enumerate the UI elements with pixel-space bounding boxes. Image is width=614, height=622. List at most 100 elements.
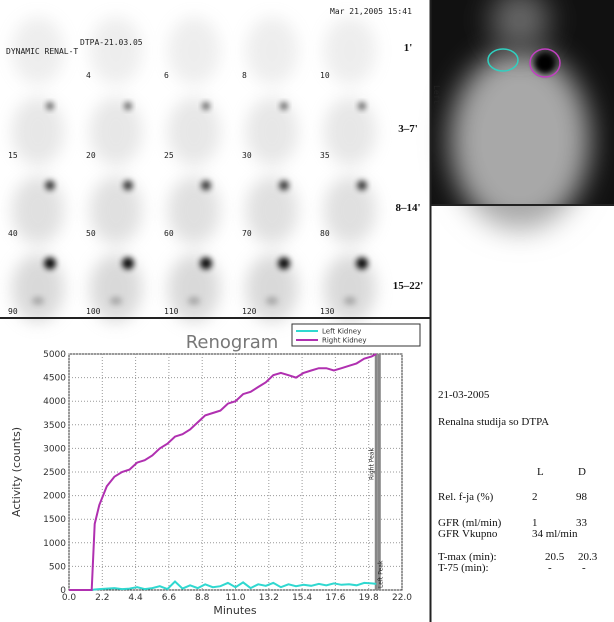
renogram: 0 500 1000 1500 2000 2500 3000 3500 4000 4500 5000… — [10, 323, 421, 617]
body-blob — [168, 176, 220, 245]
col-header: L — [537, 466, 544, 478]
frame-number: 35 — [320, 151, 330, 160]
frame-number: 50 — [86, 229, 96, 238]
body-blob — [12, 16, 64, 85]
body-blob — [90, 16, 142, 85]
y-tick-label: 1000 — [43, 539, 66, 549]
side-label: Left — [432, 85, 441, 104]
cell: - — [548, 562, 552, 574]
body-blob — [246, 176, 298, 245]
body-blob — [90, 254, 142, 323]
kidney-spot — [278, 257, 290, 270]
body-blob — [324, 254, 376, 323]
kidney-spot — [356, 257, 368, 270]
report-date: 21-03-2005 — [438, 389, 490, 401]
body-blob — [90, 176, 142, 245]
y-tick-label: 3000 — [43, 444, 66, 454]
body-blob — [12, 176, 64, 245]
x-tick-label: 17.6 — [325, 593, 345, 603]
bladder-spot — [266, 296, 278, 305]
cell: 2 — [532, 491, 538, 503]
cell: 20.3 — [578, 551, 598, 563]
head-blob — [490, 0, 550, 50]
cell: 34 ml/min — [532, 528, 578, 540]
frame-number: 6 — [164, 71, 169, 80]
x-tick-label: 6.6 — [162, 593, 177, 603]
frame-number: 90 — [8, 307, 18, 316]
frame-number: 8 — [242, 71, 247, 80]
kidney-spot — [124, 102, 132, 110]
x-tick-label: 4.4 — [128, 593, 143, 603]
bladder-spot — [188, 296, 200, 305]
kidney-spot — [279, 180, 289, 191]
right-kidney — [534, 52, 556, 74]
report-title: Renalna studija so DTPA — [438, 416, 549, 428]
cell: 98 — [576, 491, 588, 503]
time-label: 1' — [404, 42, 413, 54]
frame-number: 10 — [320, 71, 330, 80]
x-tick-label: 13.2 — [259, 593, 279, 603]
kidney-spot — [44, 257, 56, 270]
y-tick-label: 500 — [49, 562, 66, 572]
bladder-spot — [344, 296, 356, 305]
x-tick-label: 11.0 — [225, 593, 245, 603]
legend-label: Left Kidney — [322, 328, 361, 336]
frame-number: 40 — [8, 229, 18, 238]
body-blob — [168, 254, 220, 323]
time-label: 3–7' — [398, 123, 418, 135]
body-blob — [246, 97, 298, 166]
frame-number: 30 — [242, 151, 252, 160]
frame-number: 120 — [242, 307, 257, 316]
kidney-spot — [201, 180, 211, 191]
peak-label: Right Peak — [368, 448, 375, 480]
y-tick-label: 1500 — [43, 515, 66, 525]
x-tick-label: 19.8 — [359, 593, 379, 603]
kidney-spot — [202, 102, 210, 110]
cell: 33 — [576, 517, 588, 529]
body-blob — [90, 97, 142, 166]
x-axis-title: Minutes — [213, 604, 257, 617]
y-axis-title: Activity (counts) — [10, 427, 23, 517]
body-blob — [324, 176, 376, 245]
y-tick-label: 2500 — [43, 468, 66, 478]
x-tick-label: 15.4 — [292, 593, 312, 603]
x-tick-label: 8.8 — [195, 593, 210, 603]
row-label: GFR (ml/min) — [438, 517, 502, 529]
frame-number: 80 — [320, 229, 330, 238]
frame-number: 100 — [86, 307, 101, 316]
legend-box — [291, 323, 421, 347]
kidney-spot — [200, 257, 212, 270]
peak-label: Left Peak — [377, 560, 384, 588]
chart-title: Renogram — [186, 332, 279, 353]
y-tick-label: 0 — [60, 586, 66, 596]
kidney-spot — [280, 102, 288, 110]
kidney-spot — [122, 257, 134, 270]
series-line — [69, 580, 377, 591]
report: 21-03-2005 Renalna studija so DTPA L D R… — [438, 389, 598, 574]
frame-number: 70 — [242, 229, 252, 238]
kidney-spot — [358, 102, 366, 110]
time-label: 15–22' — [393, 280, 424, 292]
kidney-spot — [123, 180, 133, 191]
body-blob — [246, 16, 298, 85]
body-blob — [324, 97, 376, 166]
frame-number: 110 — [164, 307, 179, 316]
col-header: D — [578, 466, 586, 478]
series-line — [69, 353, 377, 591]
roi-right — [529, 48, 561, 78]
body-blob — [450, 50, 590, 230]
x-tick-label: 2.2 — [95, 593, 109, 603]
y-tick-label: 3500 — [43, 421, 66, 431]
frame-number: 25 — [164, 151, 174, 160]
frame-number: 60 — [164, 229, 174, 238]
frame-number: 20 — [86, 151, 96, 160]
cell: - — [582, 562, 586, 574]
frame-grid: 4 6 8 10 1' 15 20 25 30 35 3–7' 40 50 60 70 80 8–14' 90 10… — [8, 16, 424, 323]
legend-label: Right Kidney — [322, 337, 367, 345]
x-tick-label: 22.0 — [392, 593, 412, 603]
protocol-label: DYNAMIC RENAL-T — [6, 47, 78, 56]
body-blob — [324, 16, 376, 85]
frame-number: 130 — [320, 307, 335, 316]
kidney-spot — [46, 102, 54, 110]
